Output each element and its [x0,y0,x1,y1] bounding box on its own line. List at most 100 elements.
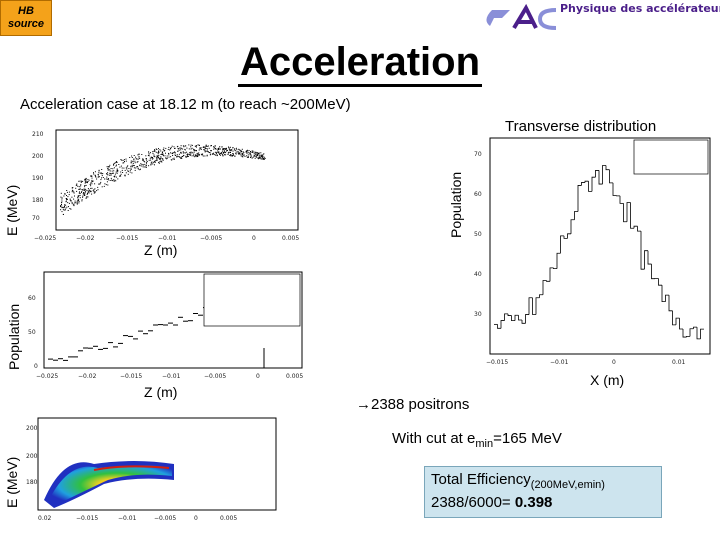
scatter-point [251,150,253,152]
scatter-point [127,165,129,167]
scatter-point [137,168,139,170]
scatter-point [228,146,229,148]
scatter-point [173,157,175,159]
scatter-point [248,156,249,158]
scatter-point [66,198,67,200]
scatter-point [225,148,226,150]
scatter-point [164,155,166,157]
transverse-bin [661,285,666,303]
scatter-point [222,148,223,150]
scatter-point [61,211,63,213]
scatter-point [158,161,160,163]
scatter-point [135,158,137,160]
transverse-bin [679,318,683,330]
scatter-point [230,150,232,152]
scatter-point [238,153,240,155]
scatter-point [114,162,116,164]
scatter-point [115,176,117,178]
scatter-point [200,148,202,150]
scatter-point [160,156,162,158]
scatter-point [180,147,182,149]
scatter-point [84,188,86,190]
scatter-point [97,173,99,175]
svg-text:210: 210 [32,131,44,138]
scatter-point [248,152,250,154]
scatter-point [124,175,126,177]
transverse-bin [626,202,631,222]
scatter-point [125,167,127,169]
scatter-point [193,153,195,155]
scatter-point [64,193,65,195]
scatter-point [160,160,162,162]
scatter-point [129,171,131,173]
scatter-point [206,145,208,147]
scatter-point [65,201,67,203]
scatter-point [181,156,183,158]
scatter-point [226,150,228,152]
scatter-point [136,158,138,160]
svg-text:0.005: 0.005 [282,235,299,242]
scatter-point [208,152,210,153]
scatter-point [178,149,180,151]
scatter-point [72,204,74,206]
scatter-point [89,190,91,192]
scatter-point [95,175,96,177]
transverse-bin [591,176,596,192]
scatter-point [61,207,63,209]
scatter-point [208,147,210,149]
scatter-point [261,157,263,159]
scatter-point [190,148,192,150]
scatter-point [182,152,184,154]
scatter-point [193,155,195,157]
transverse-bin [525,314,529,324]
scatter-point [114,173,116,175]
scatter-point [66,206,68,208]
scatter-point [202,153,204,155]
scatter-point [242,151,244,153]
scatter-point [194,156,196,158]
scatter-point [173,146,175,148]
scatter-point [201,154,203,156]
scatter-point [83,188,85,190]
scatter-point [156,155,158,157]
scatter-point [204,150,206,152]
colormap-plot: 200 200 180 0.02 −0.015 −0.01 −0.005 0 0… [24,414,294,534]
scatter-point [122,162,124,164]
scatter-point [86,190,88,192]
scatter-point [110,177,112,179]
scatter-point [228,148,230,150]
scatter-point [105,184,107,186]
transverse-bin [605,165,610,171]
scatter-point [154,150,156,152]
scatter-point [184,145,186,147]
scatter-point [165,152,166,154]
scatter-point [145,155,147,157]
scatter-point [116,170,118,172]
scatter-point [196,145,198,147]
transverse-bin [504,313,508,321]
scatter-point [90,190,92,192]
svg-text:200: 200 [32,153,44,160]
scatter-point [107,178,109,180]
scatter-point [180,157,182,159]
scatter-point [158,157,160,159]
scatter-point [263,158,265,160]
scatter-point [246,156,248,158]
scatter-point [152,157,154,159]
scatter-point [124,161,125,162]
scatter-point [221,152,223,153]
scatter-point [107,168,109,170]
scatter-point [240,155,242,157]
scatter-point [109,169,111,171]
scatter-point [85,189,87,191]
scatter-point [116,164,117,166]
transverse-bin [672,310,676,326]
scatter-point [79,194,81,196]
scatter-point [260,158,262,160]
scatter-point [221,152,223,154]
scatter-point [180,149,182,151]
scatter-point [67,202,69,204]
scatter-point [247,154,249,156]
scatter-point [241,153,243,155]
scatter-point [66,191,68,193]
